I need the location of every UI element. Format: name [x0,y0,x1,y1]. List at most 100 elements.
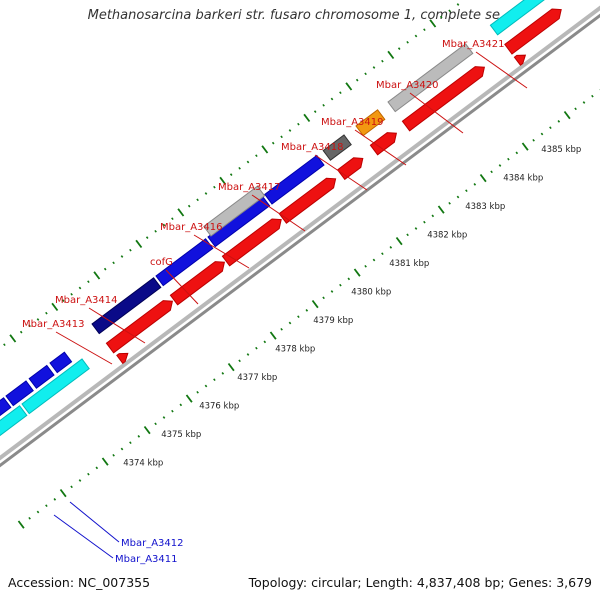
gene-bar [21,358,90,415]
cds-arrow [369,132,398,156]
gene-label: Mbar_A3412 [121,538,184,549]
tick-mark [563,110,571,120]
gene-bar [355,109,386,137]
tick-mark [288,321,292,325]
tick-mark [179,403,183,407]
tick-mark [381,59,384,63]
ruler-label: 4378 kbp [275,345,315,355]
tick-mark [103,267,107,271]
tick-mark [28,516,31,520]
tick-mark [162,416,166,419]
gene-bar [28,364,55,389]
cds-arrow [116,352,129,365]
tick-mark [557,120,561,123]
gene-label: Mbar_A3413 [22,319,85,330]
tick-mark [255,346,258,350]
tick-mark [515,151,519,155]
tick-mark [263,340,267,344]
gene-bar [203,185,266,237]
gene-bar [322,134,352,161]
tick-mark [171,217,174,221]
ruler-layer [3,3,600,529]
tick-mark [17,520,25,529]
tick-mark [177,208,185,217]
cds-arrow [336,157,364,181]
tick-mark [313,110,317,113]
tick-mark [532,138,535,142]
tick-mark [347,277,351,281]
tick-mark [322,296,325,300]
ruler-label: 4377 kbp [237,373,277,383]
leader-line [354,129,407,166]
topology-text: Topology: circular; Length: 4,837,408 bp… [248,575,592,590]
tick-mark [297,315,300,319]
tick-mark [397,47,401,50]
tick-mark [414,227,418,230]
gene-label: Mbar_A3417 [218,182,281,193]
tick-mark [59,488,67,498]
tick-mark [414,34,418,38]
tick-mark [456,3,460,6]
tick-mark [389,246,393,249]
tick-mark [395,236,403,246]
tick-mark [364,72,367,76]
map-title: Methanosarcina barkeri str. fusaro chrom… [87,8,513,23]
tick-mark [364,264,367,268]
tick-mark [28,324,31,328]
tick-mark [204,384,208,388]
gene-label: cofG [150,257,173,268]
gene-label: Mbar_A3421 [442,39,505,50]
backbone-line [0,5,600,461]
leader-line [314,154,368,191]
tick-mark [196,198,199,202]
tick-mark [297,122,300,126]
leader-line [409,92,464,134]
tick-mark [280,327,283,331]
tick-mark [112,261,115,265]
tick-mark [406,40,409,44]
tick-mark [372,258,376,262]
gene-bar [387,43,474,113]
tick-mark [303,113,311,123]
ruler-label: 4380 kbp [351,288,391,298]
tick-mark [19,330,23,334]
tick-mark [78,286,82,290]
tick-mark [387,50,395,60]
tick-mark [479,173,487,183]
tick-mark [185,394,193,403]
tick-mark [330,290,334,293]
tick-mark [112,453,115,457]
accession-text: Accession: NC_007355 [8,575,151,590]
tick-mark [145,236,149,239]
tick-mark [280,135,283,139]
gene-bar [489,0,545,36]
tick-mark [87,472,90,476]
tick-mark [187,204,191,208]
leader-line [88,307,146,344]
tick-mark [311,299,319,309]
tick-mark [255,154,258,158]
tick-mark [9,334,17,343]
gene-label: Mbar_A3419 [321,117,384,128]
tick-mark [95,466,99,470]
tick-mark [101,457,109,466]
tick-mark [549,126,552,130]
tick-mark [45,504,48,508]
backbone-layer [0,5,600,468]
tick-mark [213,185,216,189]
tick-mark [120,447,124,451]
tick-mark [322,103,325,107]
gene-bar [264,154,325,205]
tick-mark [330,97,334,101]
tick-mark [269,331,277,340]
leader-line [53,514,114,559]
tick-mark [229,173,233,176]
tick-mark [78,479,82,482]
gene-bar [0,397,12,417]
tick-mark [53,498,57,501]
tick-mark [129,441,132,445]
tick-mark [431,214,435,218]
tick-mark [36,510,40,514]
tick-mark [582,101,586,104]
